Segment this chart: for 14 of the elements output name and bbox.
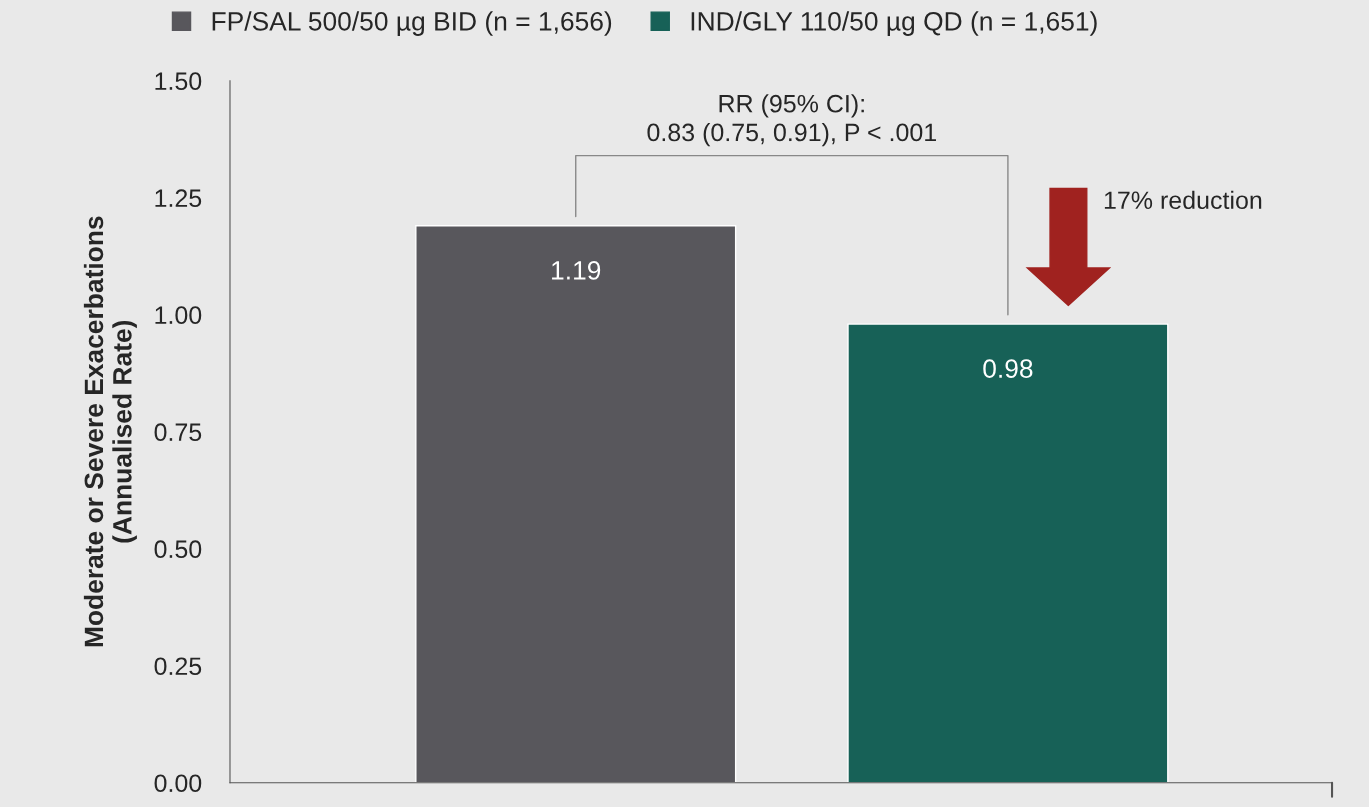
annotation: 17% reduction [1104, 190, 1262, 210]
y-tick-label: 1.00 [155, 306, 202, 325]
y-tick-label: 0.00 [154, 774, 202, 793]
y-tick-label: 1.25 [155, 189, 202, 208]
y-tick-label: 0.25 [154, 657, 202, 676]
y-tick-label: 1.50 [155, 72, 202, 90]
legend-label: IND/GLY 110/50 µg QD (n = 1,651) [691, 11, 1097, 36]
legend-label: FP/SAL 500/50 µg BID (n = 1,656) [212, 11, 612, 36]
annotation: RR (95% CI): 0.83 (0.75, 0.91), P < .001 [647, 94, 936, 147]
y-axis-title: Moderate or Severe Exacerbations (Annualised Rate) [83, 216, 137, 647]
data-label: 0.98 [983, 359, 1033, 378]
y-tick-label: 0.50 [154, 540, 202, 559]
data-label: 1.19 [552, 261, 601, 280]
y-tick-label: 0.75 [154, 423, 202, 442]
